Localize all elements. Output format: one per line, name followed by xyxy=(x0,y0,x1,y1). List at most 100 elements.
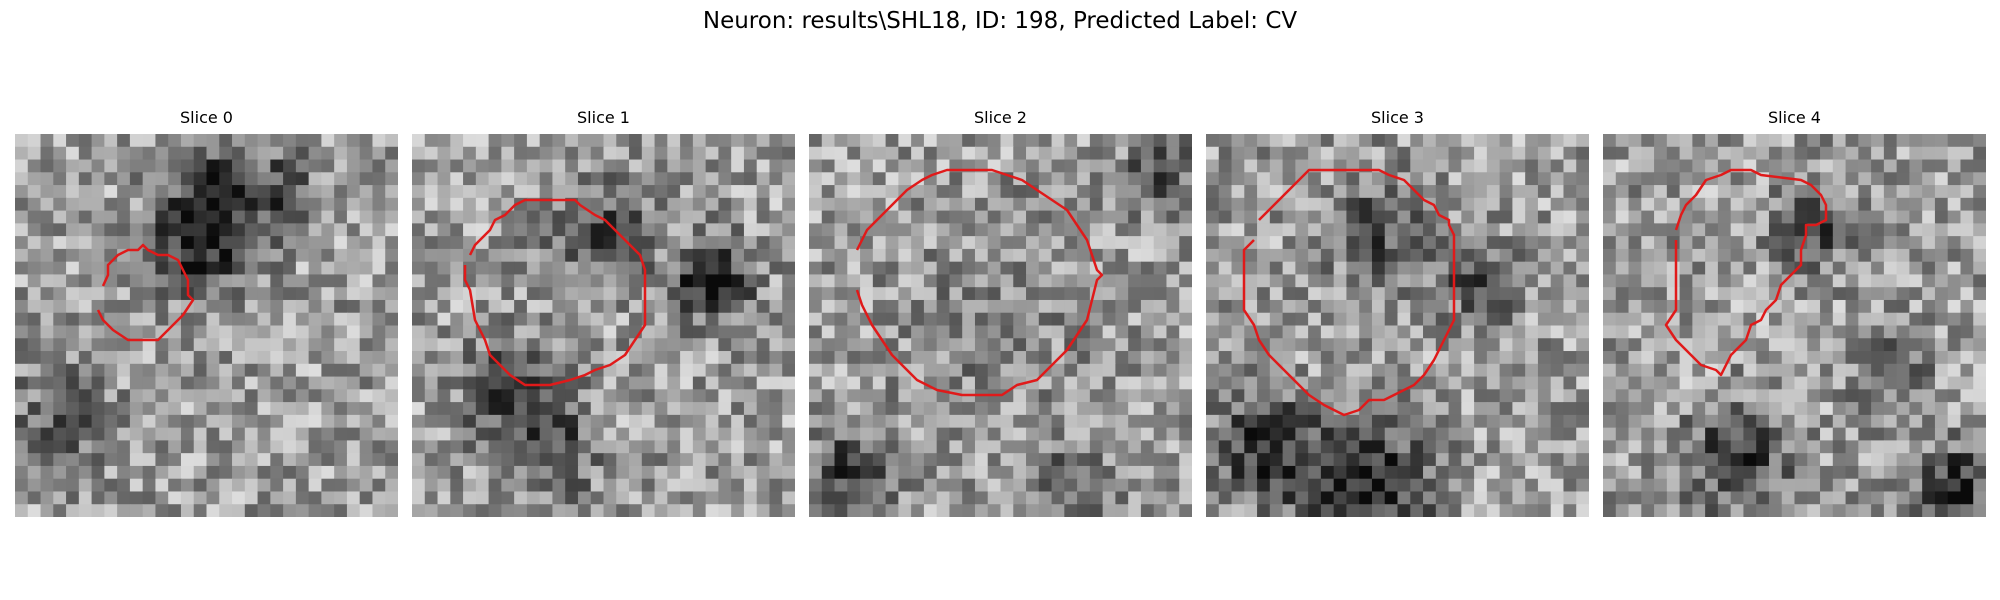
pixel xyxy=(1128,210,1142,224)
pixel xyxy=(1295,223,1309,237)
pixel xyxy=(731,134,745,148)
pixel xyxy=(885,210,899,224)
pixel xyxy=(1179,261,1192,276)
pixel xyxy=(641,223,656,237)
pixel xyxy=(1064,440,1078,454)
pixel xyxy=(1730,376,1745,390)
pixel xyxy=(565,351,579,365)
pixel xyxy=(244,172,259,186)
pixel xyxy=(283,351,297,365)
pixel xyxy=(334,325,348,339)
pixel xyxy=(641,389,656,403)
pixel xyxy=(1820,325,1834,339)
pixel xyxy=(616,236,630,250)
pixel xyxy=(692,363,707,378)
pixel xyxy=(1231,299,1245,314)
pixel xyxy=(1537,465,1552,480)
slice-title-3: Slice 3 xyxy=(1371,108,1424,127)
pixel xyxy=(872,389,887,403)
pixel xyxy=(295,299,310,314)
pixel xyxy=(270,197,284,212)
pixel xyxy=(911,287,925,301)
pixel xyxy=(129,312,144,327)
pixel xyxy=(654,504,668,517)
pixel xyxy=(1525,287,1539,301)
pixel xyxy=(769,185,783,199)
pixel xyxy=(1333,134,1348,148)
pixel xyxy=(244,491,259,505)
pixel xyxy=(1115,210,1129,224)
pixel xyxy=(1794,185,1808,199)
pixel xyxy=(1717,274,1732,288)
pixel xyxy=(1231,414,1245,429)
pixel xyxy=(1960,236,1974,250)
pixel xyxy=(654,223,668,237)
pixel xyxy=(244,440,259,454)
pixel xyxy=(514,299,528,314)
pixel xyxy=(283,185,297,199)
pixel xyxy=(1179,248,1192,263)
pixel xyxy=(1603,197,1617,212)
pixel xyxy=(590,504,605,517)
pixel xyxy=(1269,197,1284,212)
pixel xyxy=(860,134,874,148)
pixel xyxy=(501,236,515,250)
pixel xyxy=(526,491,541,505)
pixel xyxy=(1820,402,1834,416)
pixel xyxy=(66,376,80,390)
pixel xyxy=(1206,210,1220,224)
pixel xyxy=(962,299,976,314)
pixel xyxy=(1026,312,1040,327)
pixel xyxy=(104,312,118,327)
pixel xyxy=(168,299,182,314)
pixel xyxy=(27,351,42,365)
pixel xyxy=(1947,261,1962,276)
pixel xyxy=(270,491,284,505)
pixel xyxy=(718,299,732,314)
pixel xyxy=(1550,236,1565,250)
pixel xyxy=(821,440,836,454)
pixel xyxy=(1641,248,1655,263)
pixel xyxy=(372,491,386,505)
pixel xyxy=(437,427,451,441)
pixel xyxy=(1768,453,1783,467)
pixel xyxy=(590,389,605,403)
pixel xyxy=(769,325,783,339)
pixel xyxy=(1333,325,1348,339)
pixel xyxy=(667,146,681,161)
pixel xyxy=(270,389,284,403)
pixel xyxy=(168,159,182,173)
pixel xyxy=(590,376,605,390)
pixel xyxy=(244,236,259,250)
pixel xyxy=(1206,185,1220,199)
pixel xyxy=(1858,440,1872,454)
pixel xyxy=(40,325,54,339)
pixel xyxy=(1153,312,1168,327)
pixel xyxy=(91,376,105,390)
pixel xyxy=(168,427,182,441)
pixel xyxy=(821,185,836,199)
pixel xyxy=(809,504,823,517)
pixel xyxy=(1410,351,1424,365)
pixel xyxy=(1384,299,1399,314)
pixel xyxy=(270,312,284,327)
pixel xyxy=(552,210,566,224)
pixel xyxy=(1423,504,1437,517)
pixel xyxy=(911,504,925,517)
pixel xyxy=(1282,504,1296,517)
pixel xyxy=(1000,453,1014,467)
pixel xyxy=(1077,274,1091,288)
pixel xyxy=(680,223,694,237)
pixel xyxy=(1654,146,1668,161)
pixel xyxy=(1705,453,1719,467)
pixel xyxy=(1397,427,1411,441)
pixel xyxy=(616,159,630,173)
pixel xyxy=(1832,223,1847,237)
pixel xyxy=(1666,236,1681,250)
pixel xyxy=(1641,236,1655,250)
pixel xyxy=(1832,402,1847,416)
pixel xyxy=(885,299,899,314)
pixel xyxy=(718,236,732,250)
pixel xyxy=(334,299,348,314)
pixel xyxy=(834,504,848,517)
